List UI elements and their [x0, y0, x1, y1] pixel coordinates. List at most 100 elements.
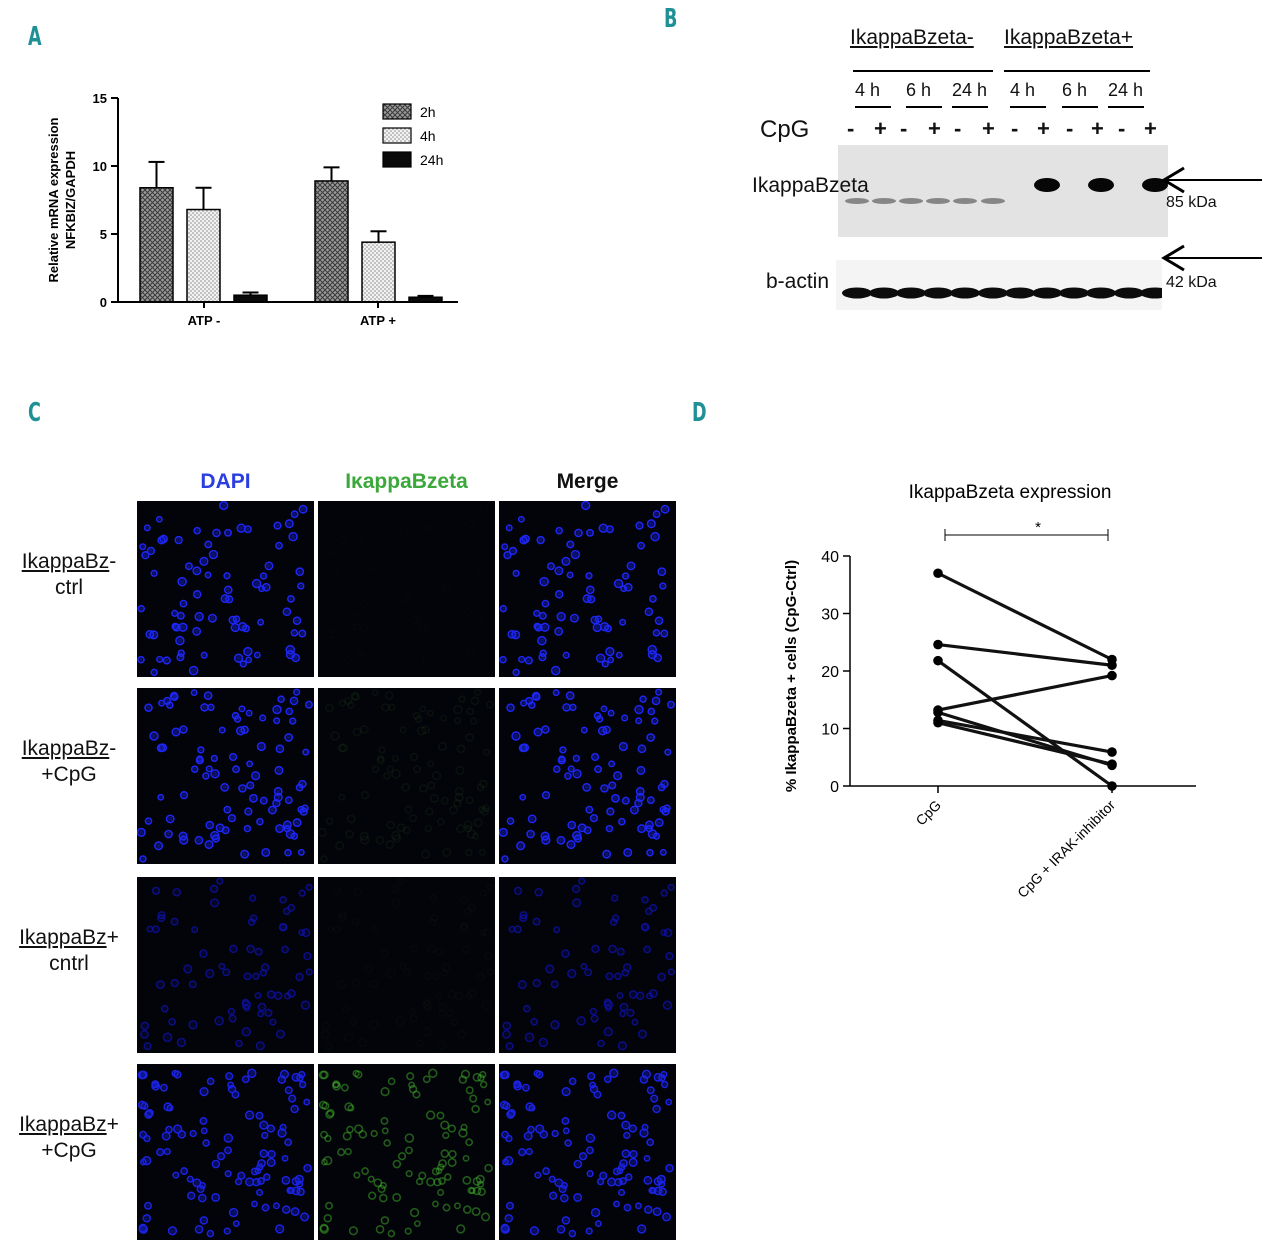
- cell-nucleus: [156, 1148, 165, 1157]
- cell-nucleus: [303, 952, 312, 961]
- cell-nucleus: [505, 1134, 513, 1143]
- cell-nucleus-fill: [235, 717, 240, 721]
- cell-nucleus: [433, 972, 441, 980]
- cell-nucleus: [447, 990, 457, 999]
- cell-nucleus-fill: [616, 974, 620, 978]
- cell-nucleus: [470, 533, 478, 541]
- cell-nucleus: [595, 653, 606, 663]
- cell-nucleus: [223, 1227, 231, 1235]
- cell-nucleus: [470, 696, 480, 706]
- cell-nucleus: [608, 781, 617, 790]
- cell-nucleus-fill: [292, 834, 296, 838]
- d-y-tick-label: 10: [821, 722, 839, 739]
- cell-nucleus: [321, 1021, 331, 1031]
- cell-nucleus: [155, 980, 165, 990]
- cell-nucleus-fill: [249, 920, 254, 924]
- cell-nucleus: [409, 752, 419, 762]
- y-axis-label-line2: NFKBIZ/GAPDH: [63, 151, 78, 249]
- cell-nucleus: [156, 743, 166, 753]
- cell-nucleus-fill: [167, 1127, 171, 1132]
- cell-nucleus-fill: [669, 885, 673, 889]
- cell-nucleus-fill: [536, 1173, 540, 1177]
- cell-nucleus: [228, 1207, 239, 1218]
- cell-nucleus: [559, 1193, 569, 1203]
- cell-nucleus: [602, 725, 611, 734]
- cell-nucleus: [660, 929, 668, 936]
- cell-nucleus-fill: [245, 648, 251, 655]
- cell-nucleus-fill: [307, 702, 311, 707]
- panel-letter-b: B: [664, 4, 678, 34]
- cell-nucleus-fill: [589, 1074, 594, 1079]
- cell-nucleus-fill: [505, 553, 510, 558]
- cell-nucleus-fill: [567, 693, 573, 698]
- micrograph-cells: [318, 1068, 493, 1238]
- cell-nucleus-fill: [277, 543, 281, 548]
- cell-nucleus: [503, 1155, 514, 1166]
- cell-nucleus-fill: [543, 727, 548, 732]
- row-label-condition: +CpG: [41, 1139, 97, 1162]
- cell-nucleus: [332, 1080, 341, 1089]
- cell-nucleus-fill: [641, 697, 645, 701]
- cell-nucleus-fill: [206, 573, 210, 577]
- cell-nucleus: [169, 691, 179, 701]
- cell-nucleus-fill: [589, 597, 594, 602]
- cell-nucleus: [585, 585, 595, 595]
- cell-nucleus: [574, 528, 583, 538]
- cell-nucleus-fill: [544, 1169, 548, 1173]
- cell-nucleus-fill: [597, 717, 602, 721]
- cell-nucleus-fill: [605, 1077, 610, 1082]
- cell-nucleus: [325, 817, 334, 825]
- cell-nucleus: [464, 608, 471, 615]
- cell-nucleus: [537, 635, 547, 646]
- cell-nucleus-fill: [293, 1188, 299, 1194]
- cell-nucleus: [436, 652, 441, 657]
- cell-nucleus-fill: [593, 755, 598, 760]
- cell-nucleus: [391, 830, 401, 841]
- actin-band: [950, 287, 980, 299]
- cell-nucleus: [425, 1110, 436, 1120]
- cell-nucleus: [377, 1184, 386, 1194]
- cell-nucleus-fill: [549, 564, 553, 569]
- cell-nucleus: [658, 1187, 667, 1196]
- cell-nucleus: [395, 1016, 405, 1026]
- cell-nucleus-fill: [202, 705, 207, 710]
- cell-nucleus: [357, 1037, 368, 1048]
- cell-nucleus-fill: [173, 611, 177, 615]
- row-label-suffix: +: [106, 926, 119, 949]
- cell-nucleus-fill: [259, 1004, 265, 1010]
- cell-nucleus-fill: [175, 1126, 181, 1132]
- cell-nucleus-fill: [552, 667, 559, 674]
- cell-nucleus: [409, 1014, 418, 1023]
- cell-nucleus-fill: [300, 631, 305, 636]
- cell-nucleus-fill: [165, 1150, 169, 1154]
- cell-nucleus-fill: [580, 879, 584, 883]
- cell-nucleus: [663, 928, 673, 938]
- cell-nucleus-fill: [247, 711, 251, 715]
- cell-nucleus: [566, 840, 576, 850]
- point-cpg: [933, 568, 943, 579]
- cell-nucleus: [233, 715, 242, 723]
- cell-nucleus: [639, 695, 647, 703]
- cell-nucleus-fill: [607, 527, 612, 532]
- cell-nucleus-fill: [256, 994, 260, 997]
- cell-nucleus: [613, 1200, 620, 1208]
- cell-nucleus-fill: [655, 655, 660, 661]
- cell-nucleus-fill: [190, 667, 197, 674]
- cell-nucleus-fill: [558, 614, 564, 620]
- cell-nucleus: [634, 704, 644, 715]
- cell-nucleus: [347, 701, 355, 709]
- cell-nucleus: [545, 964, 555, 974]
- cell-nucleus: [605, 646, 615, 657]
- cell-nucleus: [539, 649, 547, 657]
- cell-nucleus: [386, 572, 391, 577]
- cell-nucleus-fill: [621, 1012, 624, 1016]
- cell-nucleus-fill: [540, 1039, 546, 1045]
- cell-nucleus-fill: [515, 1082, 520, 1087]
- cell-nucleus: [290, 629, 299, 637]
- cell-nucleus-fill: [248, 946, 253, 952]
- cell-nucleus-fill: [525, 1006, 529, 1011]
- cell-nucleus: [456, 824, 466, 834]
- cell-nucleus: [530, 1017, 539, 1026]
- cell-nucleus-fill: [653, 698, 659, 704]
- cell-nucleus: [445, 1008, 454, 1017]
